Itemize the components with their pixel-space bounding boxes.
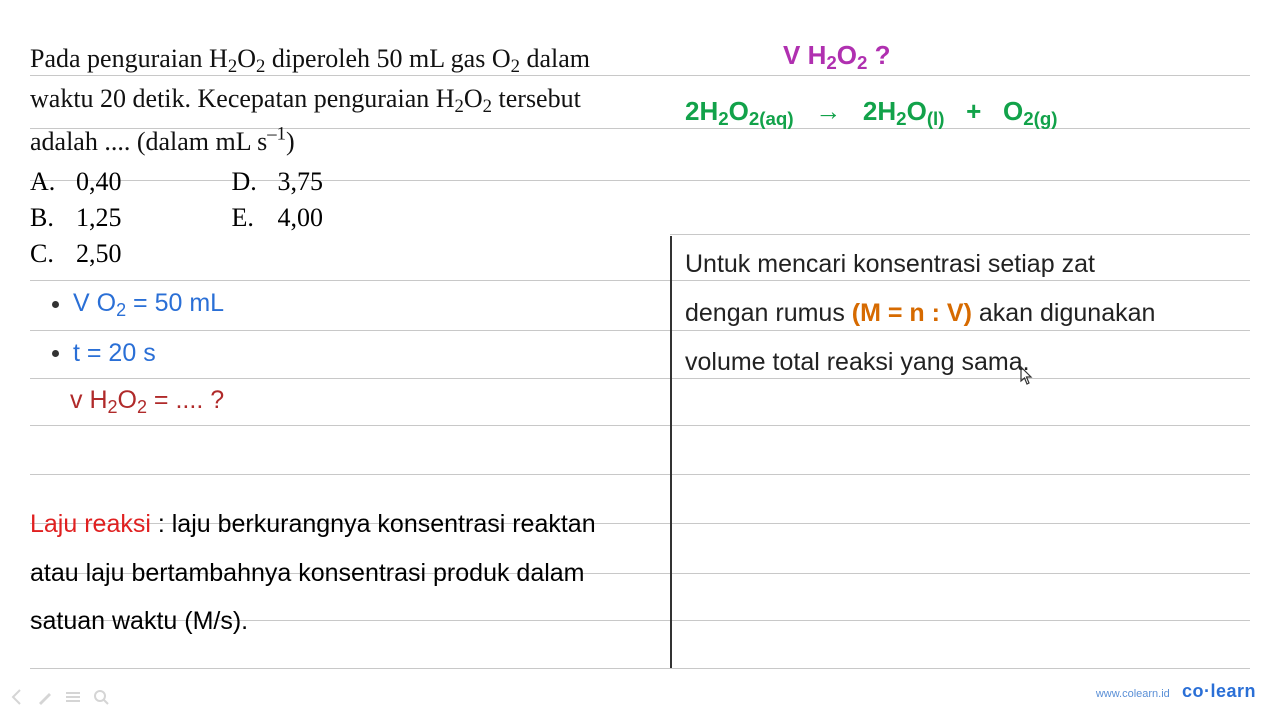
rule-line	[30, 668, 1250, 669]
sub: 2	[137, 397, 147, 417]
opt-letter: A.	[30, 167, 58, 197]
opt-value: 1,25	[76, 203, 122, 233]
arrow-icon: →	[815, 96, 841, 126]
given-block: V O2 = 50 mL t = 20 s v H2O2 = .... ?	[30, 289, 670, 418]
footer-brand: co·learn	[1182, 681, 1256, 701]
t: O	[237, 44, 256, 73]
opt-letter: E.	[232, 203, 260, 233]
prev-icon[interactable]	[8, 688, 26, 706]
sub: 2	[718, 108, 728, 129]
q-line1: Pada penguraian H2O2 diperoleh 50 mL gas…	[30, 44, 590, 73]
bullet-icon	[52, 350, 59, 357]
footer: www.colearn.id co·learn	[1096, 681, 1256, 702]
t: V H	[783, 40, 826, 70]
opt-value: 0,40	[76, 167, 122, 197]
t: 2H	[685, 96, 718, 126]
menu-icon[interactable]	[64, 688, 82, 706]
q-line3: adalah .... (dalam mL s–1)	[30, 127, 295, 156]
footer-url: www.colearn.id	[1096, 688, 1170, 700]
t: atau laju bertambahnya konsentrasi produ…	[30, 559, 585, 587]
opt-letter: C.	[30, 239, 58, 269]
ask-vh2o2: V H2O2 ?	[783, 40, 1245, 74]
given-t-text: t = 20 s	[73, 339, 156, 368]
sub: 2(g)	[1023, 108, 1057, 129]
t: = 50 mL	[126, 289, 224, 317]
t: O	[837, 40, 857, 70]
option-e: E. 4,00	[232, 203, 324, 233]
pen-icon[interactable]	[36, 688, 54, 706]
given-t: t = 20 s	[52, 339, 670, 368]
option-b: B. 1,25	[30, 203, 122, 233]
opt-letter: B.	[30, 203, 58, 233]
formula: (M = n : V)	[852, 299, 972, 327]
right-column: V H2O2 ? 2H2O2(aq) → 2H2O(l) + O2(g) Unt…	[685, 40, 1245, 387]
sub: 2	[116, 300, 126, 320]
t: Pada penguraian H	[30, 44, 228, 73]
t: Untuk mencari konsentrasi setiap zat	[685, 250, 1095, 278]
explain-left: Laju reaksi : laju berkurangnya konsentr…	[30, 500, 670, 646]
sub: (l)	[927, 108, 945, 129]
equation-line: 2H2O2(aq) → 2H2O(l) + O2(g)	[685, 96, 1245, 130]
sup: –1	[267, 124, 286, 145]
left-column: Pada penguraian H2O2 diperoleh 50 mL gas…	[30, 40, 670, 646]
zoom-icon[interactable]	[92, 688, 110, 706]
sub: 2	[857, 52, 867, 73]
t: )	[286, 127, 295, 156]
sub: 2	[896, 108, 906, 129]
option-d: D. 3,75	[232, 167, 324, 197]
t: O	[118, 386, 137, 414]
t: : laju berkurangnya konsentrasi reaktan	[151, 510, 596, 538]
t: dalam	[520, 44, 590, 73]
sub: 2	[483, 97, 492, 118]
opt-value: 2,50	[76, 239, 122, 269]
question-text: Pada penguraian H2O2 diperoleh 50 mL gas…	[30, 40, 670, 161]
vertical-divider	[670, 236, 672, 668]
given-vo2: V O2 = 50 mL	[52, 289, 670, 321]
given-vo2-text: V O2 = 50 mL	[73, 289, 224, 321]
t: O	[907, 96, 927, 126]
opt-value: 4,00	[278, 203, 324, 233]
sub: 2	[455, 97, 464, 118]
plus: +	[966, 96, 981, 126]
t: O	[464, 84, 483, 113]
sub: 2	[108, 397, 118, 417]
t: = .... ?	[147, 386, 224, 414]
bullet-icon	[52, 301, 59, 308]
t: volume total reaksi yang sama.	[685, 348, 1030, 376]
right-body: Untuk mencari konsentrasi setiap zat den…	[685, 240, 1245, 386]
option-a: A. 0,40	[30, 167, 122, 197]
t: adalah .... (dalam mL s	[30, 127, 267, 156]
presentation-toolbar	[8, 688, 110, 706]
options-col-1: A. 0,40 B. 1,25 C. 2,50	[30, 167, 122, 269]
answer-options: A. 0,40 B. 1,25 C. 2,50 D. 3,75 E. 4,00	[30, 167, 670, 269]
t: O	[1003, 96, 1023, 126]
t: O	[729, 96, 749, 126]
option-c: C. 2,50	[30, 239, 122, 269]
t: waktu 20 detik. Kecepatan penguraian H	[30, 84, 455, 113]
opt-letter: D.	[232, 167, 260, 197]
page-root: Pada penguraian H2O2 diperoleh 50 mL gas…	[0, 0, 1280, 720]
sub: 2	[511, 56, 520, 77]
t: akan digunakan	[972, 299, 1155, 327]
t: diperoleh 50 mL gas O	[265, 44, 510, 73]
sub: 2	[256, 56, 265, 77]
t: satuan waktu (M/s).	[30, 607, 248, 635]
opt-value: 3,75	[278, 167, 324, 197]
sub: 2	[826, 52, 836, 73]
sub: 2(aq)	[749, 108, 794, 129]
t: tersebut	[492, 84, 581, 113]
t: dengan rumus	[685, 299, 852, 327]
t: 2H	[863, 96, 896, 126]
q-line2: waktu 20 detik. Kecepatan penguraian H2O…	[30, 84, 581, 113]
unknown-line: v H2O2 = .... ?	[70, 386, 670, 418]
t: ?	[867, 40, 890, 70]
t: V O	[73, 289, 116, 317]
laju-reaksi-label: Laju reaksi	[30, 510, 151, 538]
t: v H	[70, 386, 108, 414]
cursor-icon	[1020, 366, 1034, 386]
sub: 2	[228, 56, 237, 77]
options-col-2: D. 3,75 E. 4,00	[232, 167, 324, 269]
